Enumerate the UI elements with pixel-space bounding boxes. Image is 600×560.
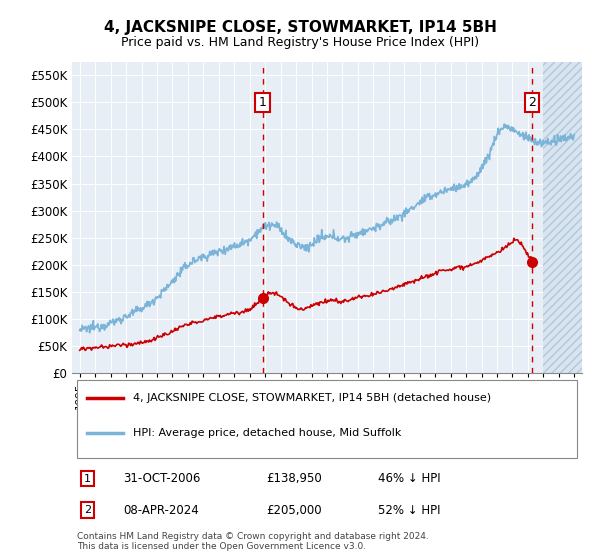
Text: HPI: Average price, detached house, Mid Suffolk: HPI: Average price, detached house, Mid … <box>133 428 401 438</box>
Bar <box>544 62 582 374</box>
Text: 2: 2 <box>528 96 536 109</box>
Text: Contains HM Land Registry data © Crown copyright and database right 2024.
This d: Contains HM Land Registry data © Crown c… <box>77 532 429 552</box>
Text: 2: 2 <box>84 505 91 515</box>
Text: £205,000: £205,000 <box>266 503 322 517</box>
Text: 4, JACKSNIPE CLOSE, STOWMARKET, IP14 5BH (detached house): 4, JACKSNIPE CLOSE, STOWMARKET, IP14 5BH… <box>133 393 491 403</box>
FancyBboxPatch shape <box>77 380 577 458</box>
Text: 1: 1 <box>84 474 91 484</box>
Text: 52% ↓ HPI: 52% ↓ HPI <box>378 503 440 517</box>
Text: 31-OCT-2006: 31-OCT-2006 <box>123 472 200 485</box>
Text: 1: 1 <box>259 96 266 109</box>
Text: £138,950: £138,950 <box>266 472 322 485</box>
Text: Price paid vs. HM Land Registry's House Price Index (HPI): Price paid vs. HM Land Registry's House … <box>121 36 479 49</box>
Text: 46% ↓ HPI: 46% ↓ HPI <box>378 472 440 485</box>
Text: 4, JACKSNIPE CLOSE, STOWMARKET, IP14 5BH: 4, JACKSNIPE CLOSE, STOWMARKET, IP14 5BH <box>104 20 496 35</box>
Text: 08-APR-2024: 08-APR-2024 <box>123 503 199 517</box>
